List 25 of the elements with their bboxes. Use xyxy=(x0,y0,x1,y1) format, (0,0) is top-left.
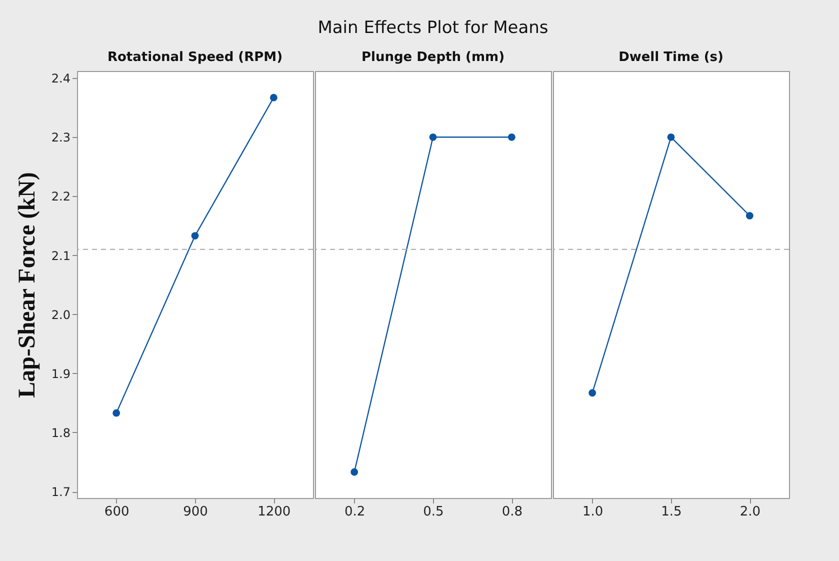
x-tick-label: 1.0 xyxy=(582,504,604,520)
y-tick-label: 1.7 xyxy=(51,485,70,500)
x-axis-title: Plunge Depth (mm) xyxy=(361,50,505,65)
x-tick-label: 2.0 xyxy=(740,504,761,520)
y-tick-label: 1.8 xyxy=(51,426,70,440)
x-tick-label: 600 xyxy=(104,504,130,520)
y-tick-label: 2.2 xyxy=(51,190,70,204)
x-tick-label: 1.5 xyxy=(661,504,682,520)
y-tick-label: 1.9 xyxy=(51,366,70,381)
point xyxy=(270,94,278,102)
point xyxy=(112,409,120,417)
y-tick-label: 2.4 xyxy=(51,72,70,86)
point xyxy=(191,232,199,240)
x-tick-label: 900 xyxy=(183,504,208,520)
y-tick-label: 2.1 xyxy=(51,248,70,263)
x-axis-title: Rotational Speed (RPM) xyxy=(107,50,283,65)
chart-title: Main Effects Plot for Means xyxy=(318,18,548,38)
y-axis-title: Lap-Shear Force (kN) xyxy=(14,172,40,398)
x-tick-label: 0.8 xyxy=(502,504,523,520)
x-tick-label: 1200 xyxy=(258,504,291,520)
x-axis-title: Dwell Time (s) xyxy=(618,50,724,65)
x-tick-label: 0.5 xyxy=(423,504,444,520)
x-tick-label: 0.2 xyxy=(344,504,366,520)
y-tick-label: 2.0 xyxy=(51,308,70,322)
y-tick-label: 2.3 xyxy=(51,130,70,145)
